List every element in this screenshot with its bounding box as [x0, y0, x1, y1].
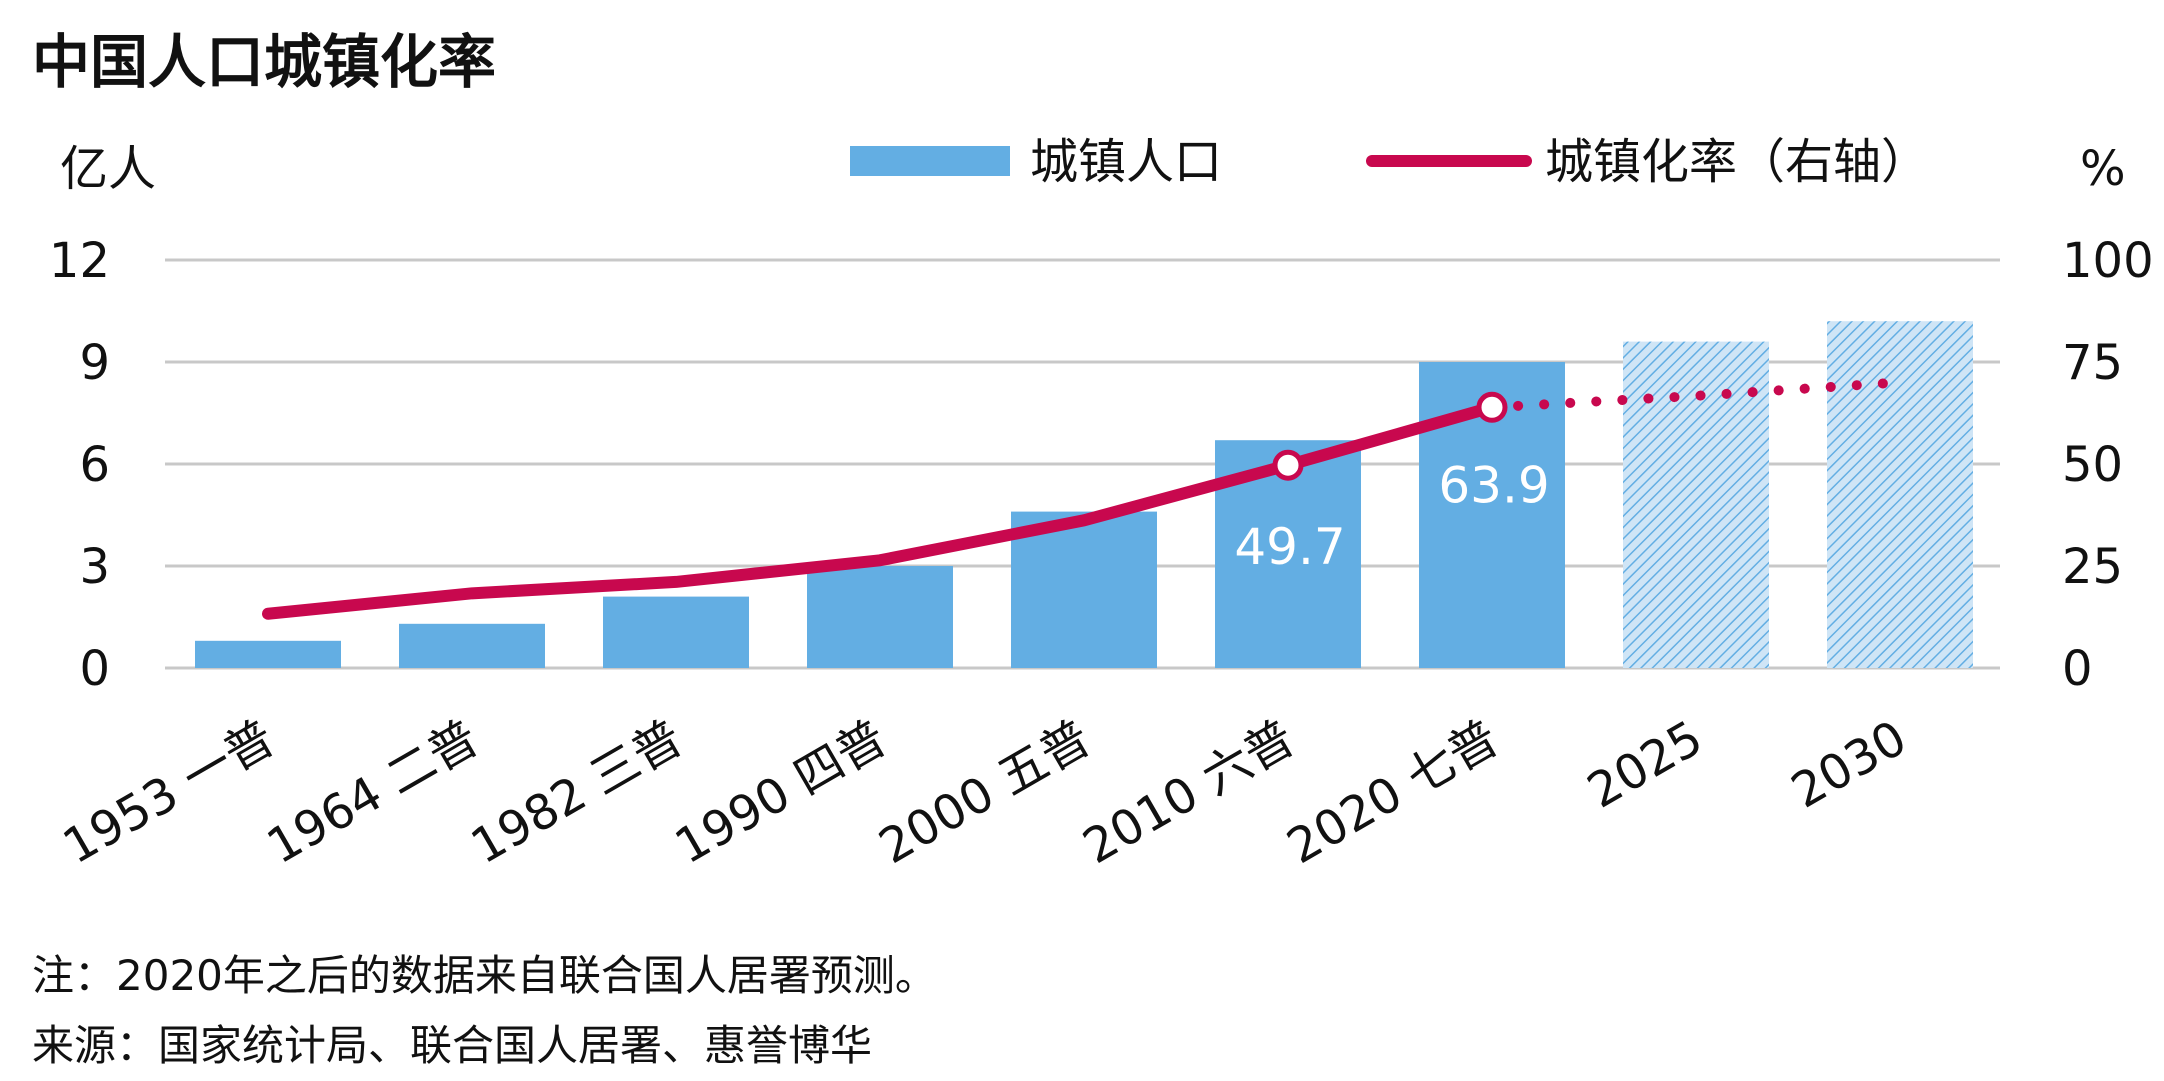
right-axis-ticks: 0 25 50 75 100: [2062, 233, 2154, 697]
chart-title: 中国人口城镇化率: [32, 28, 496, 96]
left-tick-label: 6: [79, 437, 110, 493]
category-label: 1990 四普: [666, 710, 896, 875]
left-tick-label: 9: [79, 335, 110, 391]
category-label: 2010 六普: [1074, 710, 1304, 875]
data-label: 49.7: [1234, 518, 1345, 576]
category-label: 1982 三普: [462, 710, 692, 875]
legend: 城镇人口 城镇化率（右轴）: [850, 134, 1929, 190]
legend-line-label: 城镇化率（右轴）: [1545, 134, 1929, 190]
chart-note: 注：2020年之后的数据来自联合国人居署预测。: [32, 951, 937, 1000]
right-tick-label: 0: [2062, 641, 2093, 697]
category-label: 2030: [1782, 710, 1916, 820]
right-tick-label: 25: [2062, 539, 2123, 595]
chart-source: 来源：国家统计局、联合国人居署、惠誉博华: [32, 1021, 872, 1070]
bar-series: [195, 321, 1973, 668]
projected-bar: [1827, 321, 1973, 668]
left-tick-label: 12: [49, 233, 110, 289]
left-tick-label: 3: [79, 539, 110, 595]
category-label: 1964 二普: [258, 710, 488, 875]
right-tick-label: 75: [2062, 335, 2123, 391]
bar: [1011, 511, 1157, 668]
left-axis-unit: 亿人: [60, 141, 156, 197]
data-label: 63.9: [1438, 456, 1549, 514]
category-label: 2020 七普: [1278, 710, 1508, 875]
bar: [399, 623, 545, 668]
data-labels: 49.7 63.9: [1234, 391, 1550, 576]
projected-bar: [1623, 341, 1769, 668]
urbanization-rate-projection-line: [1487, 377, 1905, 413]
right-axis-unit: %: [2080, 141, 2126, 197]
bar: [807, 566, 953, 668]
legend-bar-label: 城镇人口: [1030, 134, 1222, 190]
category-label: 1953 一普: [54, 710, 284, 875]
category-label: 2000 五普: [870, 710, 1100, 875]
left-axis-ticks: 0 3 6 9 12: [49, 233, 110, 697]
category-label: 2025: [1578, 710, 1712, 820]
right-tick-label: 50: [2062, 437, 2123, 493]
highlight-point: [1476, 391, 1508, 423]
bar: [195, 640, 341, 668]
bar: [603, 596, 749, 668]
highlight-point: [1272, 449, 1304, 481]
left-tick-label: 0: [79, 641, 110, 697]
right-tick-label: 100: [2062, 233, 2154, 289]
legend-bar-swatch: [850, 146, 1010, 176]
